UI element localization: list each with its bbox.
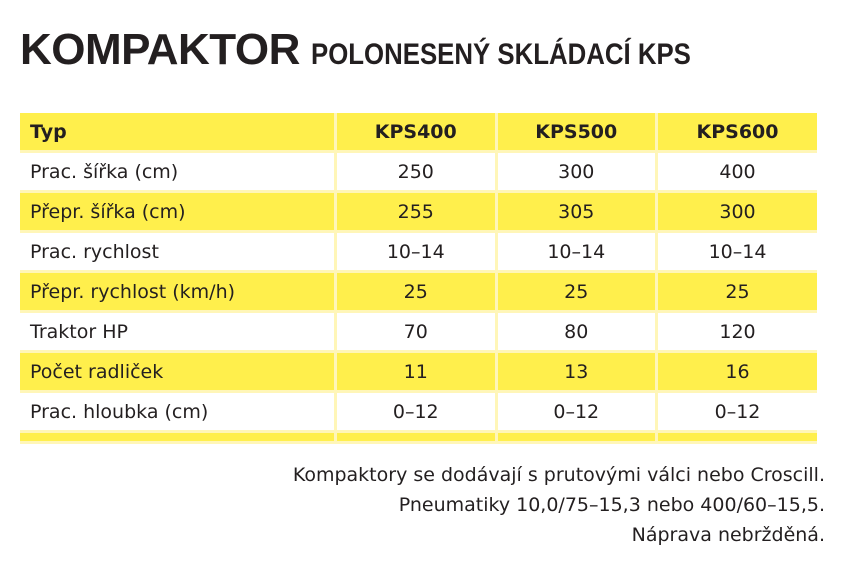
cell-value: 70 [335,311,498,353]
row-label: Prac. šířka (cm) [20,151,337,193]
cell-value: 16 [656,351,817,393]
cell-value: 400 [656,151,817,193]
note-line: Náprava nebržděná. [631,524,825,546]
cell-value: 11 [335,351,498,393]
cell-value: 0–12 [656,391,817,433]
cell-value: 10–14 [335,231,498,273]
table-row: Prac. šířka (cm) 250 300 400 [20,151,817,193]
footer-cell [496,431,658,444]
row-label: Traktor HP [20,311,337,353]
table-row: Počet radliček 11 13 16 [20,351,817,393]
row-label: Prac. rychlost [20,231,337,273]
table-header-row: Typ KPS400 KPS500 KPS600 [20,113,817,153]
cell-value: 120 [656,311,817,353]
table-row: Prac. rychlost 10–14 10–14 10–14 [20,231,817,273]
cell-value: 0–12 [496,391,658,433]
cell-value: 80 [496,311,658,353]
footer-cell [20,431,337,444]
spec-table: Typ KPS400 KPS500 KPS600 Prac. šířka (cm… [20,113,817,444]
footer-cell [656,431,817,444]
header-typ: Typ [20,113,337,153]
table-row: Prac. hloubka (cm) 0–12 0–12 0–12 [20,391,817,433]
cell-value: 250 [335,151,498,193]
cell-value: 0–12 [335,391,498,433]
cell-value: 25 [496,271,658,313]
header-model: KPS400 [335,113,498,153]
row-label: Prac. hloubka (cm) [20,391,337,433]
row-label: Počet radliček [20,351,337,393]
cell-value: 13 [496,351,658,393]
footer-cell [335,431,498,444]
note-line: Kompaktory se dodávají s prutovými válci… [292,464,825,486]
cell-value: 25 [335,271,498,313]
cell-value: 25 [656,271,817,313]
cell-value: 255 [335,191,498,233]
cell-value: 300 [656,191,817,233]
row-label: Přepr. šířka (cm) [20,191,337,233]
cell-value: 300 [496,151,658,193]
cell-value: 305 [496,191,658,233]
table-row: Přepr. šířka (cm) 255 305 300 [20,191,817,233]
table-footer-bar [20,431,817,444]
cell-value: 10–14 [656,231,817,273]
header-model: KPS600 [656,113,817,153]
title-main: KOMPAKTOR [20,25,300,74]
row-label: Přepr. rychlost (km/h) [20,271,337,313]
footnotes: Kompaktory se dodávají s prutovými válci… [293,460,825,550]
table-row: Traktor HP 70 80 120 [20,311,817,353]
table-row: Přepr. rychlost (km/h) 25 25 25 [20,271,817,313]
note-line: Pneumatiky 10,0/75–15,3 nebo 400/60–15,5… [398,494,825,516]
header-model: KPS500 [496,113,658,153]
cell-value: 10–14 [496,231,658,273]
page-title: KOMPAKTOR POLONESENÝ SKLÁDACÍ KPS [20,28,753,72]
title-subtitle: POLONESENÝ SKLÁDACÍ KPS [310,38,691,71]
